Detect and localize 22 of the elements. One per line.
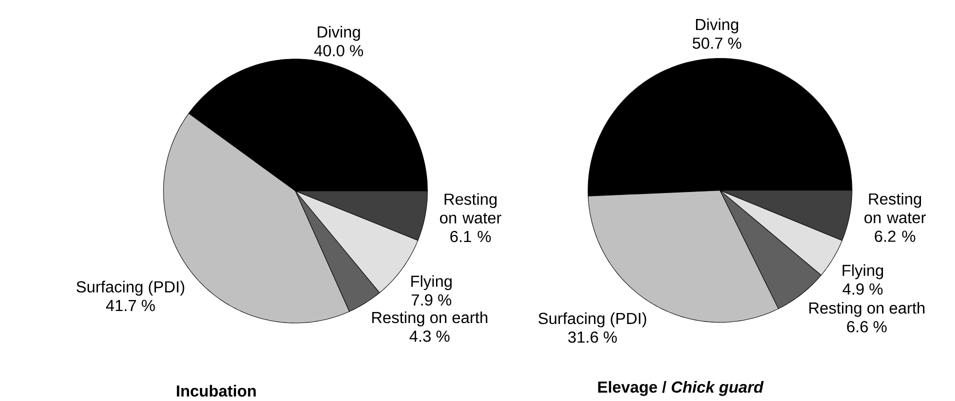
slice-label: Surfacing (PDI) bbox=[76, 280, 184, 296]
data-label: 41.7 % bbox=[106, 300, 155, 312]
slice-label: Diving bbox=[696, 18, 738, 34]
data-label: 4.9 % bbox=[842, 283, 883, 295]
slice-label: Flying bbox=[411, 275, 452, 290]
data-label: 6.6 % bbox=[847, 321, 887, 332]
slice-label: Flying bbox=[842, 264, 884, 280]
data-label: 31.6 % bbox=[568, 331, 617, 343]
data-label: 4.3 % bbox=[410, 330, 450, 342]
slice-label: Resting on earth bbox=[809, 302, 924, 317]
data-label: 6.1 % bbox=[450, 230, 491, 242]
text: Incubation bbox=[176, 384, 256, 397]
slice-label: Resting on earth bbox=[372, 311, 488, 326]
data-label: 50.7 % bbox=[692, 38, 742, 49]
data-label: 7.9 % bbox=[412, 294, 452, 306]
slice-label: Resting on water bbox=[864, 192, 926, 224]
slice-label: Surfacing (PDI) bbox=[538, 312, 646, 328]
data-label: 40.0 % bbox=[314, 45, 364, 56]
slice-label: Diving bbox=[318, 26, 360, 41]
slice-label: Resting on water bbox=[440, 193, 502, 224]
text: Elevage / Chick guard bbox=[598, 381, 764, 396]
data-label: 6.2 % bbox=[874, 230, 916, 242]
